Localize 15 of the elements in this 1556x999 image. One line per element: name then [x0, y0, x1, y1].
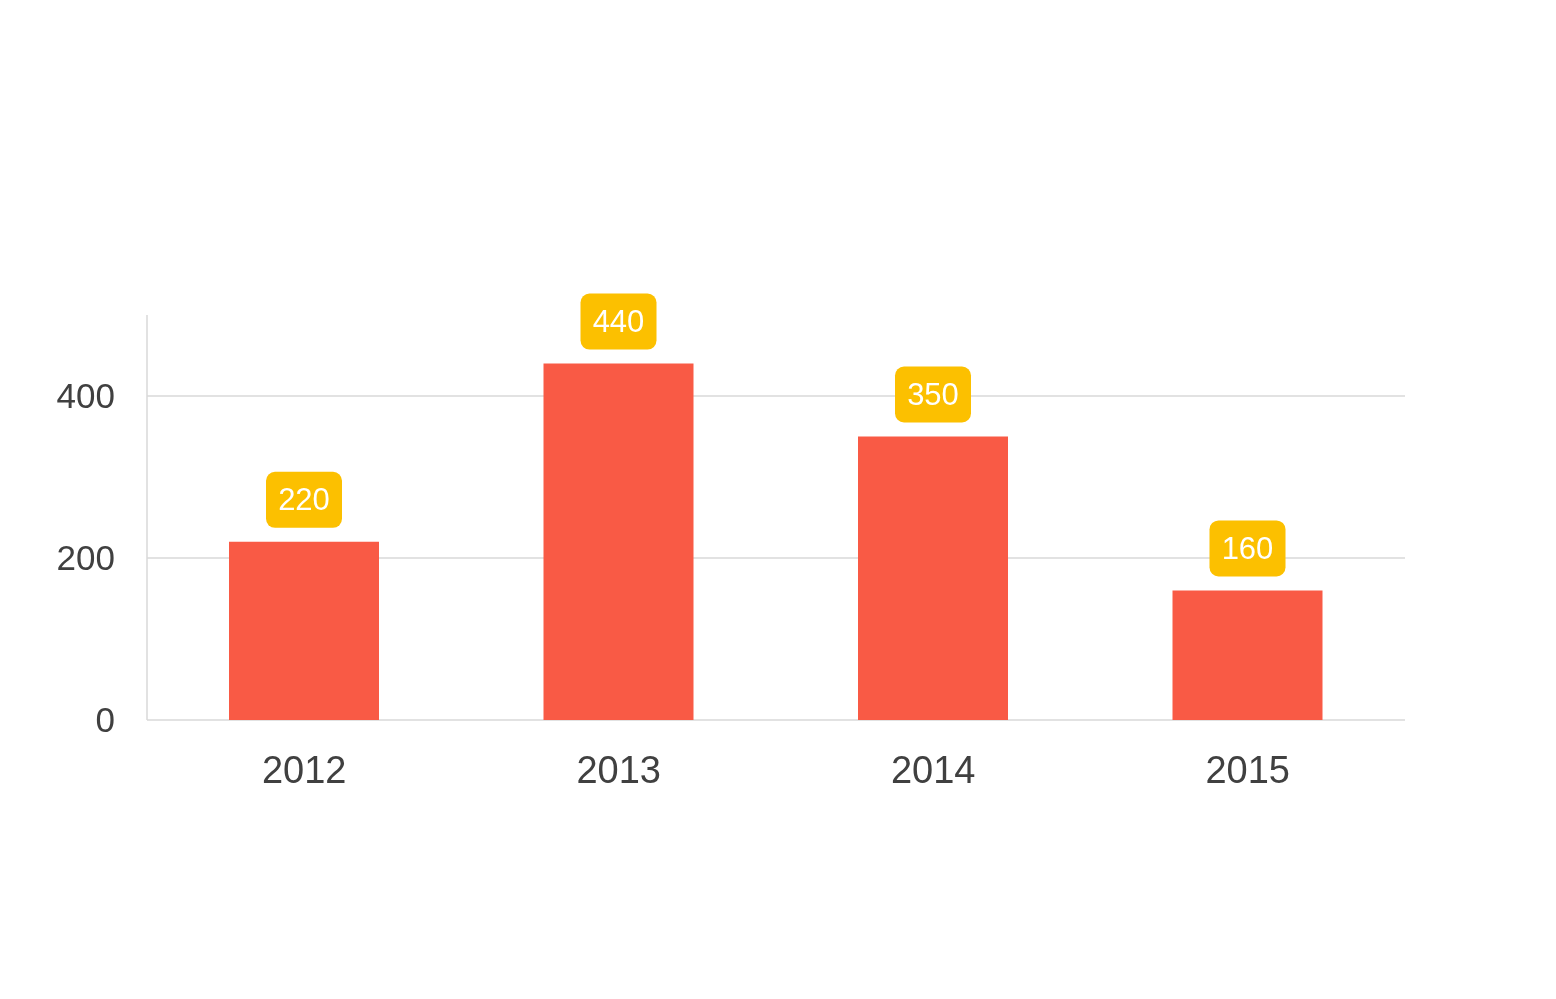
y-tick-label: 400	[56, 376, 115, 416]
bar	[543, 363, 694, 720]
data-label: 220	[278, 482, 330, 518]
data-label: 160	[1221, 530, 1274, 566]
y-tick-label: 200	[56, 538, 115, 578]
x-tick-label: 2014	[890, 748, 976, 791]
x-tick-label: 2012	[261, 748, 347, 791]
y-tick-label: 0	[95, 700, 115, 740]
x-tick-label: 2013	[576, 748, 662, 791]
bar	[229, 541, 379, 720]
bar	[1172, 590, 1323, 720]
x-tick-label: 2015	[1205, 748, 1291, 791]
data-label: 440	[592, 304, 645, 340]
data-label: 350	[907, 377, 959, 412]
bar	[858, 436, 1008, 720]
